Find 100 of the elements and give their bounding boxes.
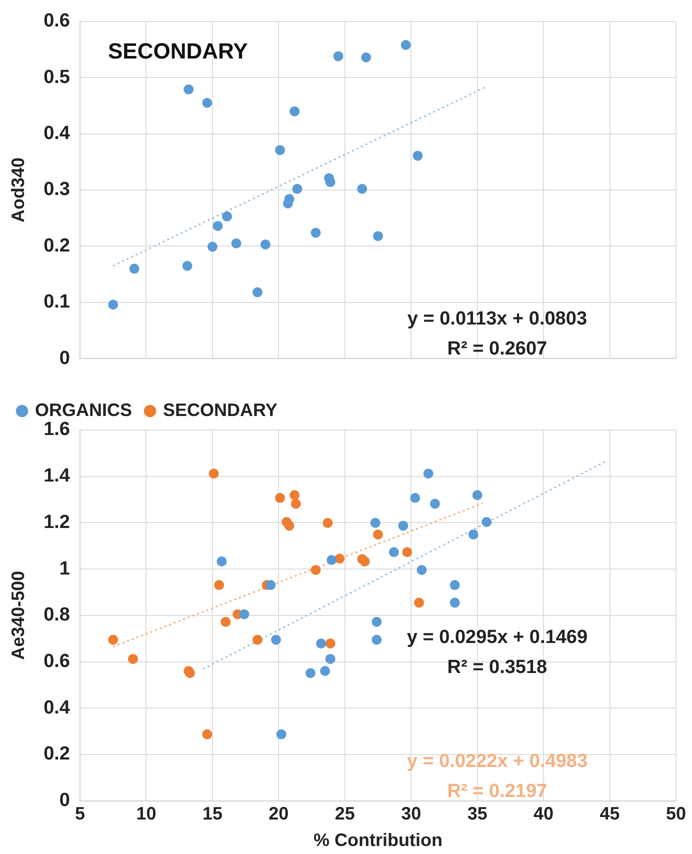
point	[402, 547, 412, 558]
point	[212, 220, 223, 231]
point	[357, 184, 368, 194]
point	[423, 468, 434, 479]
point	[322, 518, 333, 528]
y-tick-label: 0.2	[44, 744, 70, 765]
point	[214, 580, 224, 590]
point	[266, 580, 276, 590]
point	[305, 668, 316, 678]
y-tick-label: 0.6	[44, 10, 70, 32]
point	[414, 598, 424, 608]
point	[216, 556, 227, 566]
point	[334, 554, 345, 564]
y-tick-label: 1.2	[44, 512, 70, 533]
point	[108, 300, 118, 310]
point	[202, 98, 212, 108]
point	[412, 150, 423, 161]
point	[184, 84, 194, 94]
point	[370, 518, 380, 528]
x-tick-label: 50	[666, 804, 686, 824]
y-tick-label: 0.2	[44, 235, 70, 256]
point	[360, 556, 370, 566]
point	[108, 634, 118, 645]
x-tick-label: 45	[600, 804, 620, 824]
point	[208, 468, 219, 479]
y-tick-label: 0.8	[44, 604, 70, 626]
point	[320, 666, 330, 676]
point	[472, 490, 482, 500]
point	[316, 638, 326, 648]
point	[260, 240, 270, 250]
y-axis-title: Aod340	[8, 157, 28, 223]
y-tick-label: 0.4	[44, 697, 70, 718]
point	[182, 260, 192, 271]
point	[325, 654, 336, 664]
point	[290, 498, 301, 509]
point	[290, 490, 300, 500]
point	[372, 634, 382, 645]
y-tick-label: 0	[59, 790, 70, 812]
point	[398, 520, 408, 531]
point	[276, 729, 286, 740]
point	[373, 530, 384, 540]
point	[129, 264, 140, 274]
point	[372, 616, 382, 627]
x-tick-label: 30	[401, 804, 422, 824]
y-tick-label: 0.3	[44, 179, 70, 200]
x-tick-label: 20	[268, 804, 289, 824]
y-tick-label: 1	[59, 558, 70, 580]
point	[222, 211, 232, 222]
point	[207, 242, 218, 252]
point	[326, 555, 337, 566]
legend-label: ORGANICS	[35, 400, 132, 420]
point	[410, 492, 420, 503]
y-tick-label: 0.1	[44, 292, 70, 313]
point	[290, 106, 300, 116]
point	[284, 194, 294, 204]
point	[128, 654, 138, 664]
point	[275, 492, 285, 503]
annotation: y = 0.0295x + 0.1469	[406, 626, 588, 648]
point	[388, 547, 399, 558]
point	[202, 729, 212, 740]
annotation: y = 0.0222x + 0.4983	[406, 750, 588, 772]
point	[310, 564, 321, 575]
point	[325, 638, 336, 648]
point	[373, 231, 384, 242]
point	[416, 564, 427, 575]
x-tick-label: 35	[467, 804, 488, 824]
x-tick-label: 40	[534, 804, 554, 824]
point	[231, 238, 242, 248]
y-axis-title: Ae340-500	[8, 570, 28, 660]
x-tick-label: 15	[202, 804, 222, 824]
point	[450, 598, 460, 608]
annotation: y = 0.0113x + 0.0803	[407, 308, 588, 330]
x-tick-label: 10	[136, 804, 156, 824]
x-axis-title: % Contribution	[314, 830, 442, 850]
y-tick-label: 0.4	[44, 123, 70, 144]
y-tick-label: 0	[59, 348, 70, 369]
x-tick-label: 5	[75, 804, 86, 824]
annotation: R² = 0.2197	[447, 780, 548, 802]
point	[325, 177, 336, 188]
point	[450, 580, 460, 590]
point	[252, 287, 262, 298]
point	[430, 498, 440, 509]
point	[310, 228, 321, 238]
point	[361, 52, 372, 62]
point	[482, 517, 492, 528]
point	[271, 634, 282, 645]
point	[220, 616, 231, 627]
point	[275, 145, 285, 156]
annotation: R² = 0.2607	[447, 338, 548, 360]
x-tick-label: 25	[334, 804, 355, 824]
point	[468, 530, 478, 540]
point	[284, 520, 294, 531]
y-tick-label: 1.6	[44, 419, 70, 440]
point	[292, 184, 302, 194]
point	[400, 40, 411, 50]
y-tick-label: 1.4	[44, 466, 70, 487]
text: SECONDARY	[108, 38, 248, 64]
point	[333, 51, 344, 62]
annotation: R² = 0.3518	[447, 656, 548, 678]
y-tick-label: 0.6	[44, 650, 70, 672]
